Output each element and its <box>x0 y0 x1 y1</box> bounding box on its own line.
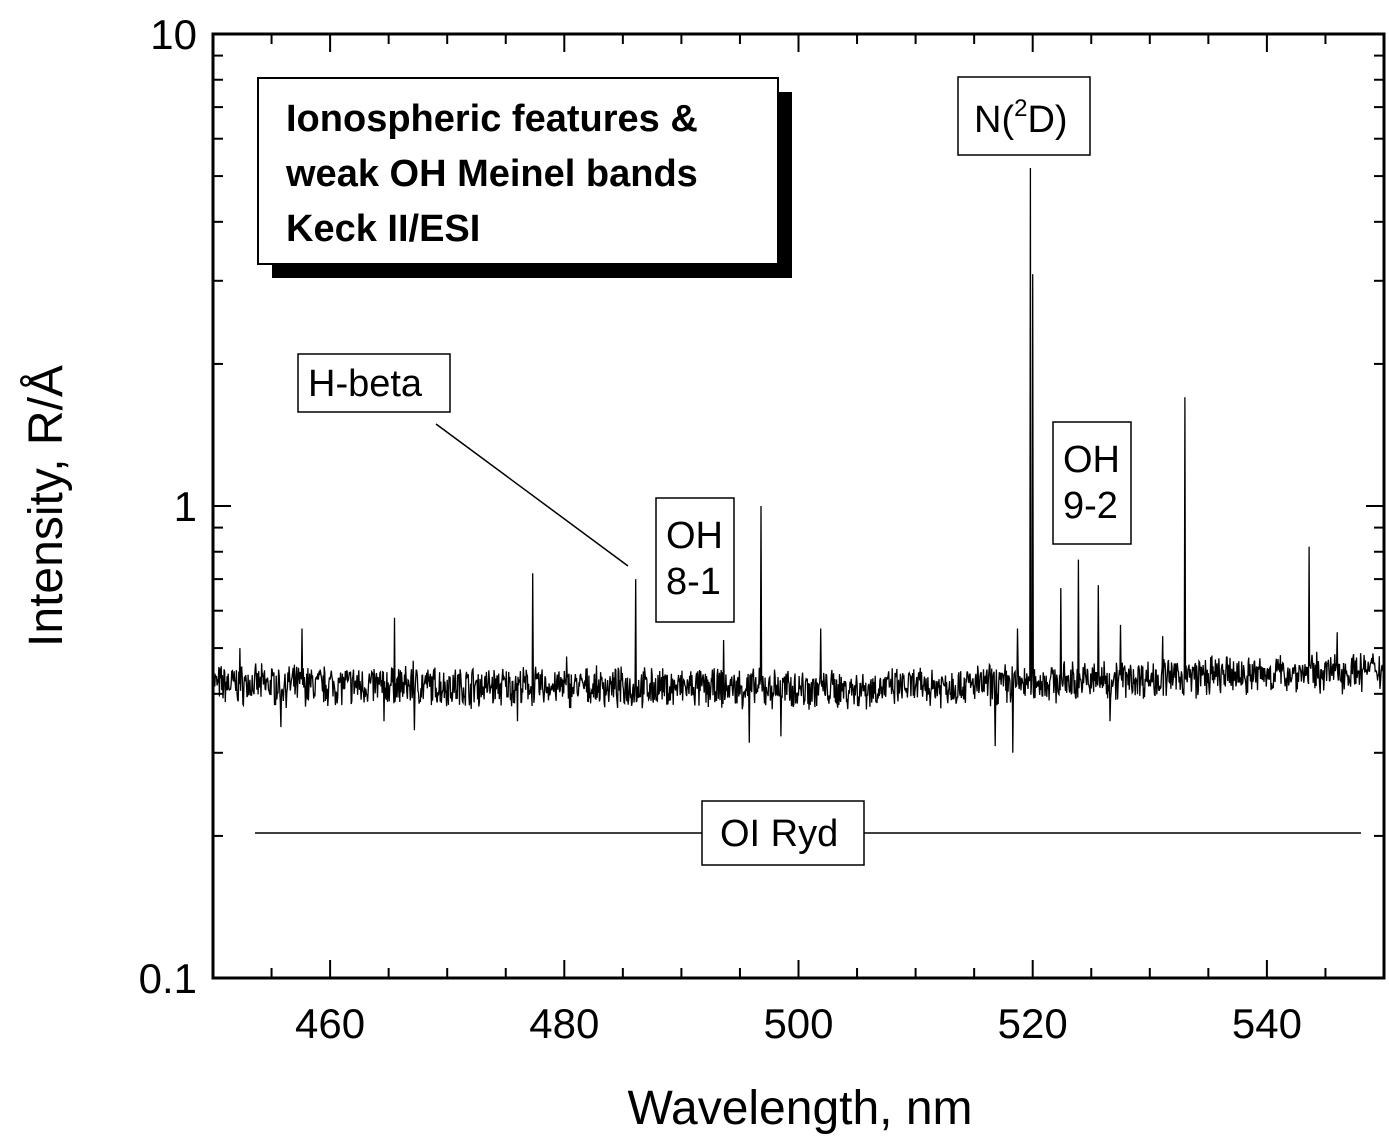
x-tick-label: 500 <box>763 1000 833 1047</box>
annotation-oh-8-1-line-1: OH <box>666 515 723 557</box>
title-line-1: Ionospheric features & <box>286 98 698 140</box>
annotation-n2d-suffix: D) <box>1027 99 1067 141</box>
x-axis-title: Wavelength, nm <box>627 1082 972 1135</box>
y-tick-label: 10 <box>150 11 197 58</box>
annotation-n2d-label: N(2D) <box>974 95 1068 141</box>
annotation-oi-ryd-box <box>701 800 865 866</box>
y-axis-ticks: 0.1 1 10 <box>139 11 1384 1002</box>
annotation-oi-ryd-label: OI Ryd <box>720 813 838 855</box>
annotation-n2d: N(2D) <box>957 76 1091 156</box>
x-tick-label: 540 <box>1232 1000 1302 1047</box>
x-axis-ticks: 460 480 500 520 540 <box>212 34 1385 1047</box>
annotation-n2d-prefix: N( <box>974 99 1014 141</box>
annotation-hbeta-box <box>297 353 451 413</box>
annotation-hbeta-pointer <box>435 423 629 567</box>
annotation-oh-9-2-box <box>1052 421 1132 545</box>
title-line-2: weak OH Meinel bands <box>285 153 698 195</box>
annotation-n2d-sup: 2 <box>1014 95 1027 122</box>
annotation-hbeta-label: H-beta <box>308 363 423 405</box>
annotation-oh-8-1: OH 8-1 <box>655 497 735 623</box>
annotation-oh-9-2-line-2: 9-2 <box>1063 485 1118 527</box>
annotation-oh-8-1-box <box>655 497 735 623</box>
title-box-frame <box>257 77 779 265</box>
x-tick-label: 460 <box>295 1000 365 1047</box>
annotation-hbeta: H-beta <box>297 353 629 567</box>
spectrum-line <box>212 167 1385 753</box>
annotation-oh-9-2: OH 9-2 <box>1052 421 1132 545</box>
y-tick-label: 0.1 <box>139 955 197 1002</box>
y-tick-label: 1 <box>174 483 197 530</box>
annotation-n2d-box <box>957 76 1091 156</box>
title-box: Ionospheric features & weak OH Meinel ba… <box>257 77 792 278</box>
x-tick-label: 480 <box>529 1000 599 1047</box>
annotation-oi-ryd: OI Ryd <box>255 800 1361 866</box>
y-axis-title: Intensity, R/Å <box>20 365 73 647</box>
x-tick-label: 520 <box>998 1000 1068 1047</box>
title-line-3: Keck II/ESI <box>286 208 480 250</box>
annotation-oh-9-2-line-1: OH <box>1063 439 1120 481</box>
annotation-oh-8-1-line-2: 8-1 <box>666 561 721 603</box>
